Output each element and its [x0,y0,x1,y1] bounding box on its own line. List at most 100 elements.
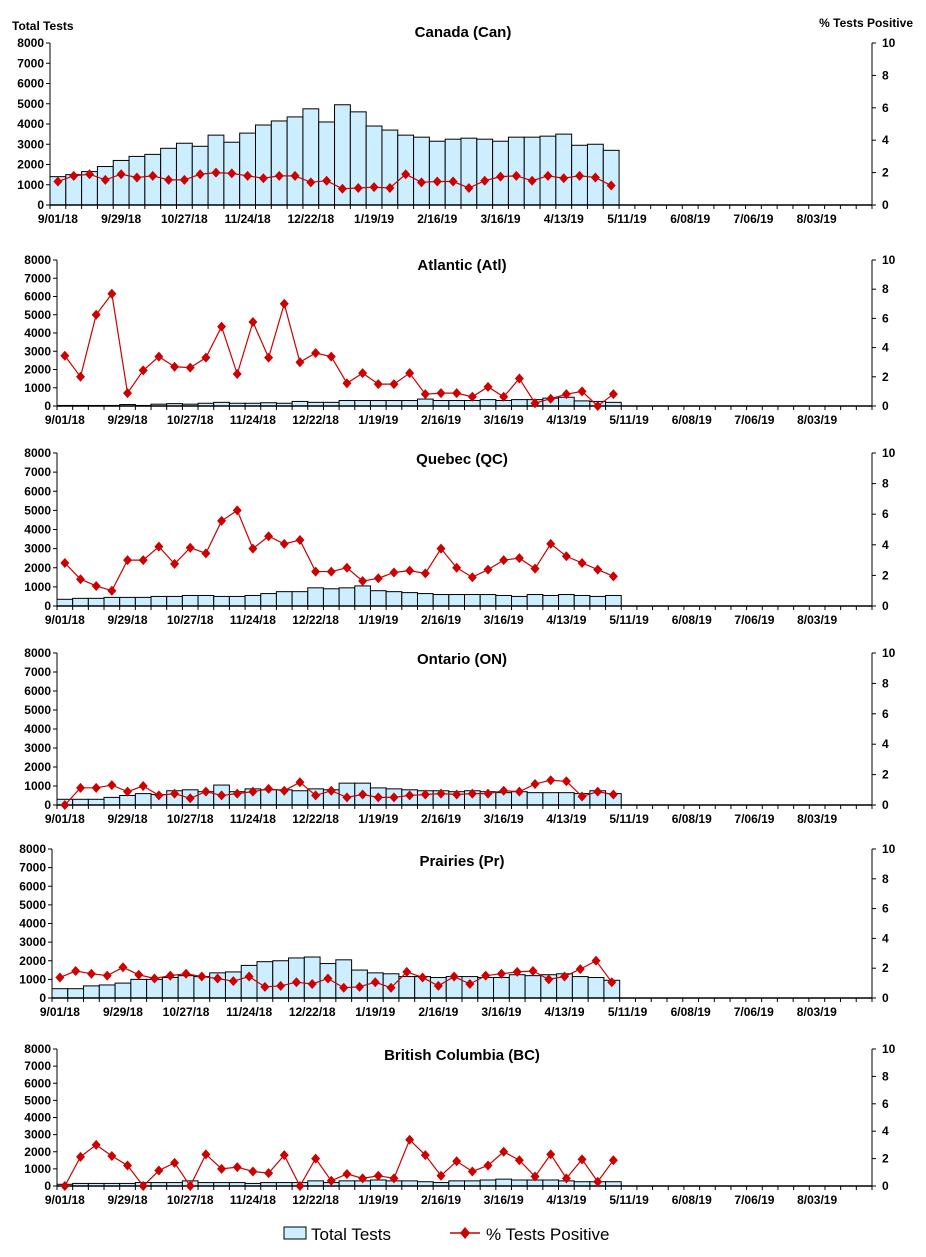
y-tick-label: 8000 [24,1042,51,1056]
x-tick-label: 3/16/19 [481,1005,521,1019]
pct-positive-marker [185,793,195,804]
y2-tick-label: 8 [882,282,889,296]
bar-total-tests [322,588,340,607]
legend: Total Tests % Tests Positive [283,1225,609,1244]
bar-total-tests [354,585,371,607]
bar-total-tests [401,1180,418,1187]
y-tick-label: 2000 [24,363,51,377]
y2-tick-label: 2 [882,568,889,582]
bar-total-tests [134,793,152,806]
pct-positive-marker [577,791,587,802]
pct-positive-marker [76,782,86,793]
x-tick-label: 12/22/18 [292,613,339,627]
x-tick-label: 8/03/19 [797,812,837,826]
panel-title: Ontario (ON) [417,651,507,668]
y-tick-label: 6000 [24,684,51,698]
bar-total-tests [119,795,136,806]
pct-positive-marker [514,553,524,564]
x-tick-label: 9/01/18 [45,812,85,826]
pct-positive-marker [608,389,618,400]
y-tick-label: 5000 [17,97,44,111]
pct-positive-marker [464,182,474,193]
bar-total-tests [573,594,591,607]
bar-total-tests [558,792,575,806]
pct-positive-marker [483,381,493,392]
x-tick-label: 9/29/18 [108,413,148,427]
y2-tick-label: 10 [882,1042,896,1056]
bar-total-tests [479,594,497,607]
pct-positive-marker [170,788,180,799]
pct-positive-marker [561,776,571,787]
bar-total-tests [448,400,466,407]
bar-total-tests [495,594,513,607]
pct-positive-marker [405,565,415,576]
pct-positive-marker [170,361,180,372]
legend-line-marker [460,1227,470,1239]
pct-positive-marker [452,562,462,573]
pct-positive-marker [100,174,110,185]
y2-tick-label: 10 [882,446,896,460]
y2-tick-label: 8 [882,872,889,886]
pct-positive-marker [337,183,347,194]
y2-tick-label: 8 [882,676,889,690]
panel-3: Ontario (ON) 0 1000 2000 3000 4000 5000 6000 700… [24,646,895,826]
bar-total-tests [479,399,497,407]
pct-positive-marker [123,555,133,566]
x-tick-label: 2/16/19 [421,613,461,627]
pct-positive-marker [148,170,158,181]
pct-positive-marker [546,1149,556,1160]
bar-total-tests [98,984,116,999]
pct-positive-marker [342,378,352,389]
y-tick-label: 0 [44,599,51,613]
pct-positive-marker [358,1173,368,1184]
y-tick-label: 5000 [19,898,46,912]
pct-positive-marker [232,505,242,516]
x-tick-label: 6/08/19 [672,812,712,826]
bar-total-tests [307,587,324,607]
pct-positive-marker [416,177,426,188]
y-tick-label: 2000 [24,760,51,774]
pct-positive-marker [195,169,205,180]
panel-title: British Columbia (BC) [384,1047,540,1064]
y2-tick-label: 10 [882,253,896,267]
bar-total-tests [338,1180,356,1187]
x-tick-label: 4/13/19 [546,1193,586,1207]
pct-positive-marker [467,1166,477,1177]
bar-total-tests [401,400,418,407]
bar-total-tests [526,594,544,607]
y-tick-label: 4000 [17,117,44,131]
y-tick-label: 0 [44,798,51,812]
y-tick-label: 7000 [19,861,46,875]
pct-positive-marker [467,788,477,799]
pct-positive-marker [577,386,587,397]
y-tick-label: 8000 [19,842,46,856]
pct-positive-marker [436,388,446,399]
x-tick-label: 9/29/18 [108,812,148,826]
x-tick-label: 5/11/19 [609,1193,649,1207]
y-tick-label: 6000 [17,77,44,91]
pct-positive-marker [575,170,585,181]
pct-positive-marker [197,971,207,982]
pct-positive-marker [201,548,211,559]
pct-positive-marker [559,173,569,184]
x-tick-label: 9/29/18 [103,1005,143,1019]
bar-total-tests [589,595,607,607]
pct-positive-marker [436,1170,446,1181]
x-tick-label: 4/13/19 [546,613,586,627]
bar-total-tests [401,592,418,607]
pct-positive-marker [185,542,195,553]
bar-total-tests [112,159,130,206]
x-tick-label: 12/22/18 [287,212,334,226]
bar-total-tests [87,597,105,607]
bar-total-tests [542,594,560,607]
x-tick-label: 9/01/18 [40,1005,80,1019]
panel-4: Prairies (Pr) 0 1000 2000 3000 4000 5000 6000 70… [19,842,895,1019]
pct-positive-marker [76,1151,86,1162]
pct-positive-marker [342,792,352,803]
x-tick-label: 2/16/19 [421,413,461,427]
pct-positive-marker [138,1181,148,1191]
x-tick-label: 9/29/18 [108,1193,148,1207]
y2-tick-label: 0 [882,1179,889,1193]
left-axis-title: Total Tests [12,19,74,33]
x-tick-label: 10/27/18 [167,1193,214,1207]
